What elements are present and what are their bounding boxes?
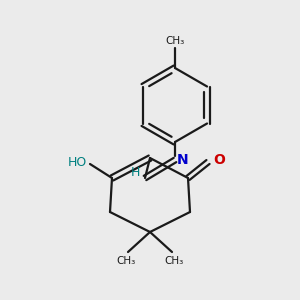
Text: CH₃: CH₃ [116, 256, 136, 266]
Text: N: N [177, 153, 189, 167]
Text: H: H [130, 167, 140, 179]
Text: HO: HO [68, 155, 87, 169]
Text: CH₃: CH₃ [165, 36, 184, 46]
Text: CH₃: CH₃ [164, 256, 184, 266]
Text: O: O [213, 153, 225, 167]
